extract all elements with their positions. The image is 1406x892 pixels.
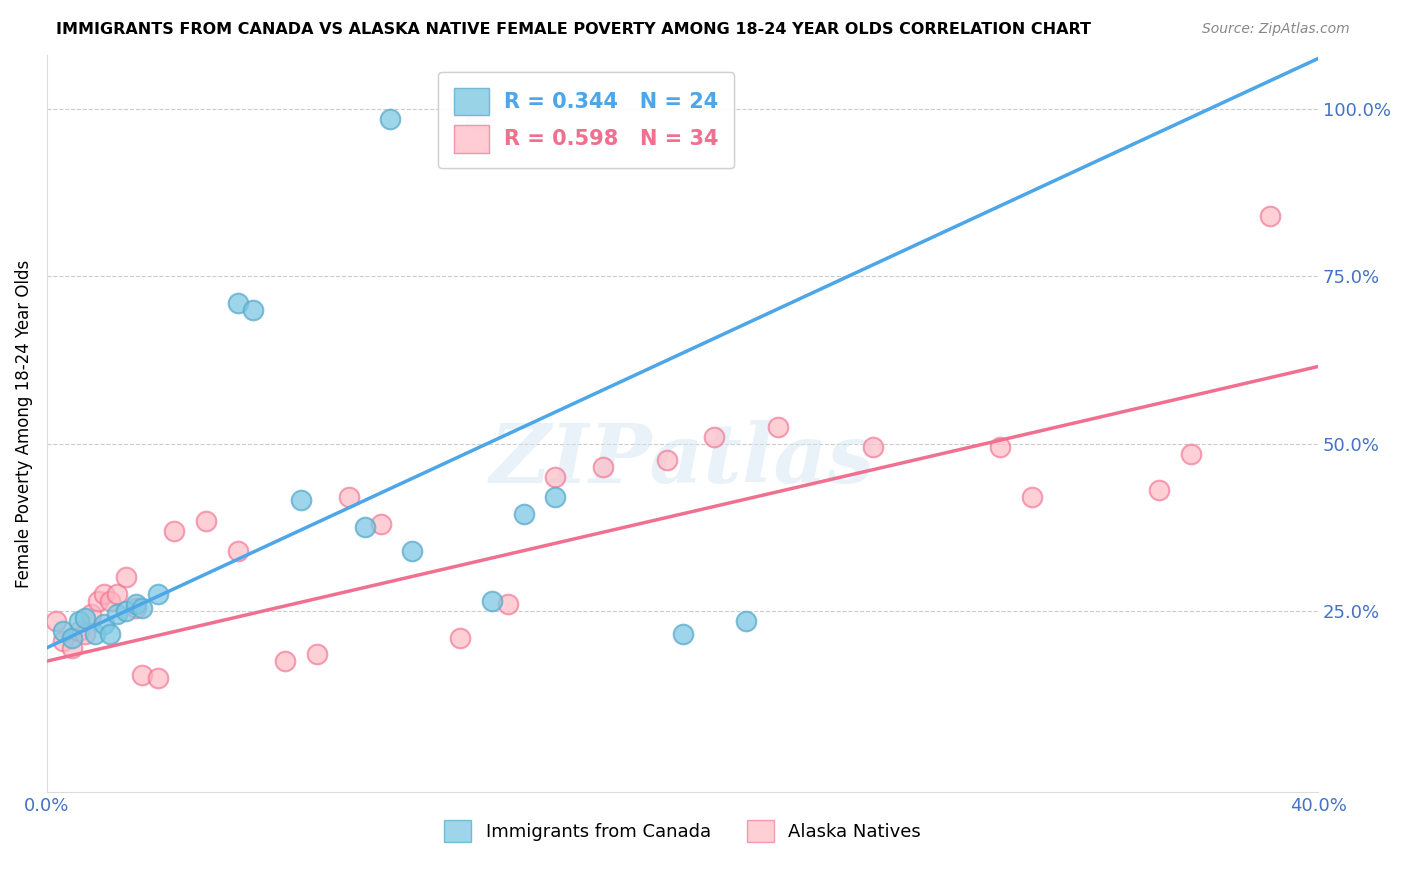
Point [146, 671, 169, 685]
Point [290, 493, 312, 508]
Point [378, 112, 401, 126]
Point [1147, 483, 1170, 498]
Y-axis label: Female Poverty Among 18-24 Year Olds: Female Poverty Among 18-24 Year Olds [15, 260, 32, 588]
Point [226, 543, 249, 558]
Point [115, 604, 138, 618]
Point [337, 490, 360, 504]
Point [544, 490, 567, 504]
Point [100, 594, 122, 608]
Point [83, 627, 105, 641]
Point [703, 430, 725, 444]
Point [87, 594, 110, 608]
Point [274, 654, 297, 668]
Point [131, 667, 153, 681]
Point [67, 614, 90, 628]
Point [242, 302, 264, 317]
Point [353, 520, 375, 534]
Text: IMMIGRANTS FROM CANADA VS ALASKA NATIVE FEMALE POVERTY AMONG 18-24 YEAR OLDS COR: IMMIGRANTS FROM CANADA VS ALASKA NATIVE … [56, 22, 1091, 37]
Point [305, 648, 328, 662]
Point [105, 587, 128, 601]
Point [655, 453, 678, 467]
Point [115, 570, 138, 584]
Point [125, 600, 148, 615]
Point [1180, 446, 1202, 460]
Point [671, 627, 693, 641]
Point [370, 516, 392, 531]
Point [60, 631, 83, 645]
Point [105, 607, 128, 622]
Point [735, 614, 758, 628]
Point [862, 440, 884, 454]
Point [52, 624, 75, 638]
Point [481, 594, 503, 608]
Point [988, 440, 1011, 454]
Point [73, 610, 96, 624]
Point [67, 624, 90, 638]
Point [100, 627, 122, 641]
Point [125, 597, 148, 611]
Point [194, 514, 217, 528]
Point [1021, 490, 1043, 504]
Text: Source: ZipAtlas.com: Source: ZipAtlas.com [1202, 22, 1350, 37]
Point [52, 634, 75, 648]
Point [131, 600, 153, 615]
Point [60, 640, 83, 655]
Point [226, 296, 249, 310]
Point [73, 627, 96, 641]
Point [401, 543, 423, 558]
Point [1260, 209, 1282, 223]
Point [449, 631, 471, 645]
Point [80, 607, 103, 622]
Point [496, 597, 519, 611]
Point [163, 524, 186, 538]
Point [146, 587, 169, 601]
Point [512, 507, 534, 521]
Point [766, 419, 789, 434]
Point [592, 459, 614, 474]
Point [45, 614, 67, 628]
Text: ZIPatlas: ZIPatlas [489, 420, 876, 500]
Legend: R = 0.344   N = 24, R = 0.598   N = 34: R = 0.344 N = 24, R = 0.598 N = 34 [439, 72, 734, 168]
Point [93, 617, 115, 632]
Point [465, 115, 488, 129]
Point [93, 587, 115, 601]
Point [544, 470, 567, 484]
